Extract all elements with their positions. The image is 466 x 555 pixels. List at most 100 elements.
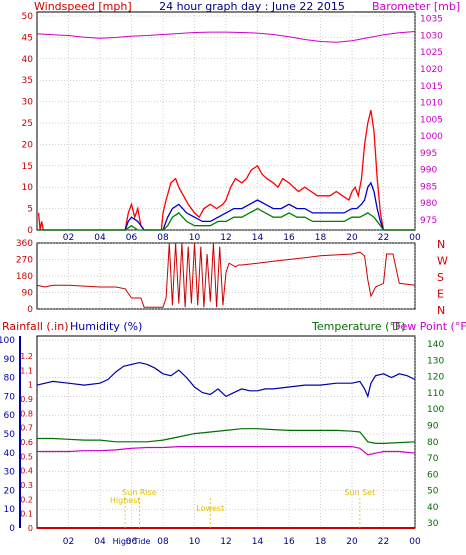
x-tick-label: 06 — [126, 537, 138, 547]
barometer-tick-label: 985 — [420, 182, 437, 192]
x-tick-label: 14 — [252, 233, 264, 243]
temperature-tick-label: 60 — [427, 470, 439, 480]
temperature-tick-label: 70 — [427, 454, 439, 464]
x-tick-label: 20 — [346, 537, 358, 547]
sun-event-label: Sun Set — [344, 488, 375, 497]
x-tick-label: 12 — [220, 537, 231, 547]
barometer-tick-label: 1030 — [420, 31, 443, 41]
windspeed-axis-label: Windspeed [mph] — [34, 0, 132, 13]
barometer-tick-label: 1000 — [420, 132, 443, 142]
temperature-tick-label: 80 — [427, 438, 439, 448]
compass-label: S — [437, 271, 444, 284]
temperature-tick-label: 120 — [427, 373, 444, 383]
chart-title: 24 hour graph day : June 22 2015 — [159, 0, 345, 13]
humidity-tick-label: 50 — [4, 430, 16, 440]
barometer-tick-label: 990 — [420, 166, 437, 176]
x-tick-label: 04 — [94, 233, 106, 243]
temperature-axis-label: Temperature (°F) — [311, 320, 406, 333]
compass-label: N — [437, 304, 445, 317]
humidity-tick-label: 40 — [4, 449, 16, 459]
x-tick-label: 00 — [409, 537, 421, 547]
direction-tick-label: 90 — [22, 289, 34, 299]
direction-tick-label: 180 — [16, 272, 33, 282]
temperature-tick-label: 50 — [427, 487, 439, 497]
windspeed-tick-label: 45 — [22, 33, 33, 43]
series-line-dewpoint — [37, 446, 416, 456]
x-tick-label: 18 — [315, 537, 327, 547]
barometer-tick-label: 1020 — [420, 65, 443, 75]
sun-event-label: Highest — [110, 496, 141, 505]
rainfall-tick-label: 0.3 — [20, 481, 33, 490]
barometer-tick-label: 1015 — [420, 82, 443, 92]
x-tick-label: 16 — [283, 233, 295, 243]
x-tick-label: 20 — [346, 233, 358, 243]
x-tick-label: 02 — [63, 537, 74, 547]
x-tick-label: 08 — [157, 537, 169, 547]
rainfall-tick-label: 0.6 — [20, 438, 33, 447]
rainfall-tick-label: 1 — [28, 381, 33, 390]
windspeed-tick-label: 15 — [22, 162, 33, 172]
series-line-wind_low — [37, 207, 415, 231]
direction-tick-label: 270 — [16, 256, 33, 266]
rainfall-tick-label: 0.7 — [20, 424, 33, 433]
windspeed-tick-label: 0 — [27, 226, 33, 236]
windspeed-tick-label: 35 — [22, 76, 33, 86]
temperature-tick-label: 40 — [427, 503, 439, 513]
barometer-tick-label: 1035 — [420, 15, 443, 25]
barometer-tick-label: 1025 — [420, 48, 443, 58]
barometer-tick-label: 980 — [420, 199, 437, 209]
sun-event-label: Sun Rise — [122, 488, 157, 497]
rainfall-tick-label: 0.4 — [20, 467, 33, 476]
dewpoint-axis-label: Dew Point (°F) — [392, 320, 466, 333]
chart-marks: 02 04 06 08 10 12 14 16 18 20 22 000510152025303540… — [0, 12, 448, 547]
rainfall-axis-label: Rainfall (.in) — [2, 320, 69, 333]
x-tick-label: 16 — [283, 537, 295, 547]
rainfall-tick-label: 1.2 — [20, 352, 33, 361]
compass-label: E — [437, 288, 444, 301]
series-line-temperature — [37, 428, 416, 444]
humidity-tick-label: 20 — [4, 486, 16, 496]
x-tick-label: 04 — [94, 537, 106, 547]
x-tick-label: 02 — [63, 233, 74, 243]
compass-label: N — [437, 238, 445, 251]
temperature-tick-label: 110 — [427, 389, 444, 399]
rainfall-tick-label: 0.2 — [20, 495, 33, 504]
x-tick-label: 10 — [189, 537, 201, 547]
humidity-tick-label: 30 — [4, 468, 16, 478]
series-line-humidity — [36, 361, 416, 399]
x-tick-label: 22 — [378, 537, 389, 547]
compass-label: W — [437, 255, 448, 268]
x-tick-label: 14 — [252, 537, 264, 547]
barometer-tick-label: 1005 — [420, 115, 443, 125]
rainfall-tick-label: 0 — [28, 524, 33, 533]
barometer-axis-label: Barometer [mb] — [372, 0, 460, 13]
temperature-tick-label: 90 — [427, 421, 439, 431]
rainfall-tick-label: 1.1 — [20, 366, 33, 375]
windspeed-tick-label: 20 — [22, 140, 34, 150]
temperature-tick-label: 140 — [427, 340, 444, 350]
rainfall-tick-label: 0.5 — [20, 452, 33, 461]
temperature-tick-label: 30 — [427, 519, 439, 529]
humidity-tick-label: 10 — [4, 505, 16, 515]
temperature-tick-label: 130 — [427, 356, 444, 366]
windspeed-tick-label: 30 — [22, 98, 34, 108]
humidity-axis-label: Humidity (%) — [70, 320, 142, 333]
humidity-tick-label: 80 — [4, 374, 16, 384]
x-tick-label: 10 — [189, 233, 201, 243]
windspeed-tick-label: 10 — [22, 183, 34, 193]
humidity-tick-label: 100 — [0, 336, 15, 346]
x-tick-label: 00 — [409, 233, 421, 243]
x-tick-label: 08 — [157, 233, 169, 243]
series-line-direction — [36, 242, 416, 308]
x-tick-label: 12 — [220, 233, 231, 243]
series-line-barometer — [36, 31, 416, 43]
humidity-tick-label: 60 — [4, 411, 16, 421]
rainfall-tick-label: 0.9 — [20, 395, 33, 404]
barometer-tick-label: 975 — [420, 216, 437, 226]
x-tick-label: 22 — [378, 233, 389, 243]
windspeed-tick-label: 25 — [22, 119, 33, 129]
humidity-tick-label: 90 — [4, 355, 16, 365]
x-tick-label: 06 — [126, 233, 138, 243]
humidity-tick-label: 70 — [4, 392, 16, 402]
